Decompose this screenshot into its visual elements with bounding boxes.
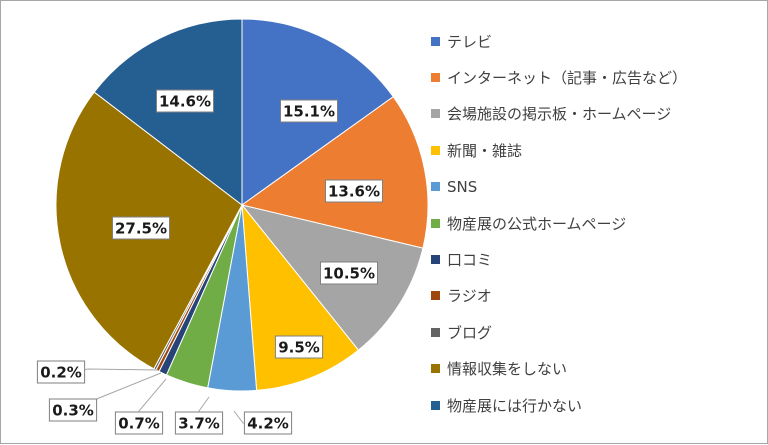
- legend-label: ラジオ: [447, 287, 492, 306]
- legend-item: 物産展の公式ホームページ: [431, 205, 751, 241]
- pie-slice: [241, 203, 360, 391]
- legend-label: テレビ: [447, 32, 493, 51]
- data-label: 0.7%: [114, 411, 164, 435]
- data-label: 15.1%: [280, 99, 338, 123]
- legend-swatch: [431, 36, 440, 46]
- data-label: 9.5%: [274, 335, 324, 359]
- svg-text:14.6%: 14.6%: [159, 93, 211, 111]
- legend-swatch: [431, 364, 440, 374]
- data-label: 0.3%: [48, 398, 98, 422]
- data-label: 14.6%: [156, 89, 214, 113]
- data-label: 3.7%: [174, 411, 224, 435]
- pie-slice: [240, 96, 429, 249]
- legend-swatch: [431, 73, 440, 83]
- legend-label: 新聞・雑誌: [447, 141, 523, 160]
- svg-text:4.2%: 4.2%: [247, 415, 289, 433]
- svg-text:13.6%: 13.6%: [328, 183, 380, 201]
- legend-swatch: [431, 400, 440, 410]
- svg-text:3.7%: 3.7%: [178, 415, 220, 433]
- legend-item: 会場施設の掲示板・ホームページ: [431, 96, 751, 132]
- legend-label: 情報収集をしない: [447, 360, 568, 379]
- legend: テレビインターネット（記事・広告など） 会場施設の掲示板・ホームページ 新聞・雑誌 S…: [431, 23, 751, 423]
- legend-item: 物産展には行かない: [431, 387, 751, 423]
- legend-swatch: [431, 255, 440, 265]
- legend-item: ブログ: [431, 314, 751, 350]
- svg-text:27.5%: 27.5%: [115, 220, 167, 238]
- data-label: 10.5%: [320, 261, 378, 285]
- legend-item: 新聞・雑誌: [431, 132, 751, 168]
- legend-item: SNS: [431, 169, 751, 205]
- legend-swatch: [431, 218, 440, 228]
- pie-chart: 15.1% 13.6% 10.5% 9.5% 4.2% 3.7% 0.7% 0.3% 0.2% 2…: [36, 18, 429, 435]
- legend-item: インターネット（記事・広告など）: [431, 59, 751, 95]
- svg-text:0.7%: 0.7%: [118, 415, 160, 433]
- legend-swatch: [431, 291, 440, 301]
- legend-label: ブログ: [447, 323, 493, 342]
- data-label: 4.2%: [243, 411, 293, 435]
- svg-text:10.5%: 10.5%: [323, 265, 375, 283]
- data-label: 27.5%: [112, 216, 170, 240]
- legend-swatch: [431, 182, 440, 192]
- legend-item: 情報収集をしない: [431, 351, 751, 387]
- legend-item: ラジオ: [431, 278, 751, 314]
- legend-swatch: [431, 109, 440, 119]
- legend-swatch: [431, 145, 440, 155]
- legend-label: インターネット（記事・広告など）: [447, 69, 688, 88]
- svg-text:0.2%: 0.2%: [40, 364, 82, 382]
- svg-text:15.1%: 15.1%: [283, 103, 335, 121]
- legend-label: 会場施設の掲示板・ホームページ: [447, 105, 672, 124]
- svg-text:0.3%: 0.3%: [52, 402, 94, 420]
- legend-label: 物産展の公式ホームページ: [447, 214, 627, 233]
- legend-label: 口コミ: [447, 251, 493, 270]
- legend-label: SNS: [447, 177, 478, 196]
- data-label: 13.6%: [325, 179, 383, 203]
- legend-label: 物産展には行かない: [447, 396, 583, 415]
- legend-item: テレビ: [431, 23, 751, 59]
- legend-swatch: [431, 327, 440, 337]
- legend-item: 口コミ: [431, 241, 751, 277]
- svg-text:9.5%: 9.5%: [278, 339, 320, 357]
- data-label: 0.2%: [36, 360, 86, 384]
